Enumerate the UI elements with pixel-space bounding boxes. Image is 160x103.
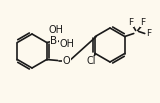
Text: OH: OH	[59, 39, 74, 49]
Text: B: B	[50, 36, 57, 46]
Text: F: F	[140, 18, 145, 27]
Text: Cl: Cl	[87, 57, 96, 67]
Text: OH: OH	[48, 25, 63, 35]
Text: O: O	[63, 56, 71, 66]
Text: F: F	[146, 29, 151, 38]
Text: F: F	[128, 18, 133, 27]
